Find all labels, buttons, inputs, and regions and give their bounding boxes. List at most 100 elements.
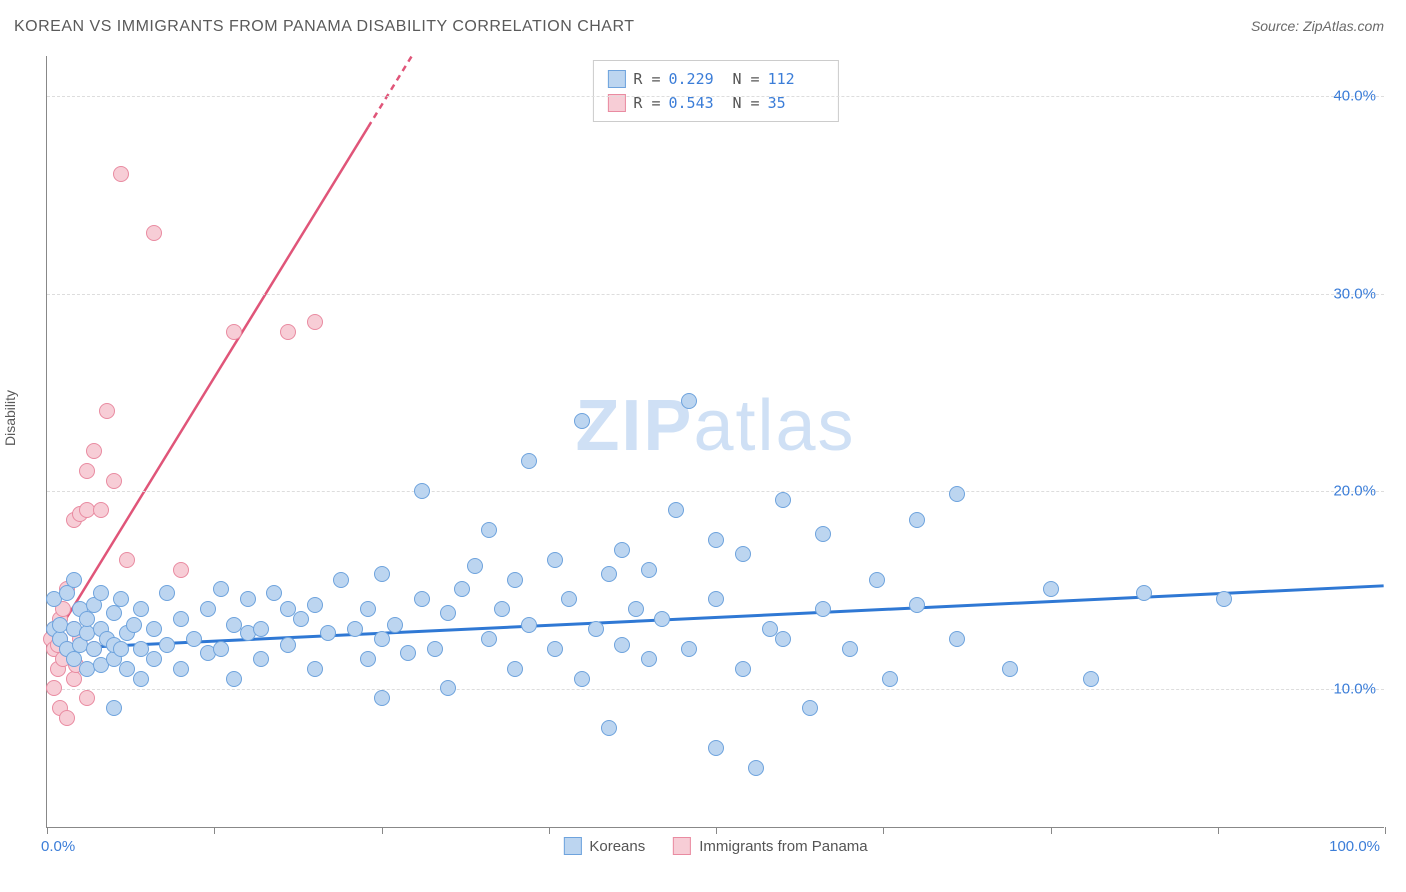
data-point-panama (113, 166, 129, 182)
data-point-koreans (815, 526, 831, 542)
data-point-koreans (1043, 581, 1059, 597)
data-point-koreans (802, 700, 818, 716)
watermark: ZIPatlas (575, 385, 855, 467)
data-point-koreans (681, 393, 697, 409)
data-point-panama (307, 314, 323, 330)
data-point-panama (59, 710, 75, 726)
data-point-koreans (126, 617, 142, 633)
data-point-koreans (400, 645, 416, 661)
legend-label-koreans: Koreans (589, 838, 645, 855)
data-point-koreans (481, 631, 497, 647)
data-point-panama (99, 403, 115, 419)
data-point-panama (79, 463, 95, 479)
data-point-koreans (173, 661, 189, 677)
data-point-koreans (708, 532, 724, 548)
data-point-koreans (574, 671, 590, 687)
data-point-koreans (106, 700, 122, 716)
data-point-koreans (59, 585, 75, 601)
x-axis-min-label: 0.0% (41, 838, 75, 855)
data-point-koreans (213, 641, 229, 657)
data-point-koreans (146, 651, 162, 667)
data-point-koreans (481, 522, 497, 538)
x-tick (883, 827, 884, 834)
x-tick (1385, 827, 1386, 834)
x-tick (214, 827, 215, 834)
data-point-koreans (882, 671, 898, 687)
data-point-koreans (708, 740, 724, 756)
data-point-koreans (106, 605, 122, 621)
data-point-koreans (1216, 591, 1232, 607)
data-point-panama (146, 225, 162, 241)
data-point-koreans (293, 611, 309, 627)
data-point-koreans (1083, 671, 1099, 687)
data-point-koreans (414, 591, 430, 607)
x-axis-max-label: 100.0% (1329, 838, 1380, 855)
data-point-koreans (387, 617, 403, 633)
y-tick-label: 10.0% (1333, 681, 1376, 698)
gridline (47, 294, 1384, 295)
y-tick-label: 20.0% (1333, 483, 1376, 500)
data-point-koreans (588, 621, 604, 637)
data-point-panama (46, 680, 62, 696)
data-point-koreans (1002, 661, 1018, 677)
legend-label-panama: Immigrants from Panama (699, 838, 867, 855)
data-point-koreans (628, 601, 644, 617)
correlation-row-koreans: R = 0.229 N = 112 (607, 67, 823, 91)
data-point-koreans (146, 621, 162, 637)
data-point-koreans (226, 671, 242, 687)
data-point-koreans (507, 572, 523, 588)
data-point-koreans (614, 637, 630, 653)
data-point-koreans (668, 502, 684, 518)
data-point-koreans (601, 720, 617, 736)
data-point-koreans (186, 631, 202, 647)
data-point-koreans (708, 591, 724, 607)
data-point-koreans (253, 621, 269, 637)
data-point-koreans (614, 542, 630, 558)
data-point-koreans (681, 641, 697, 657)
x-tick (47, 827, 48, 834)
data-point-koreans (507, 661, 523, 677)
data-point-koreans (909, 597, 925, 613)
data-point-koreans (909, 512, 925, 528)
x-tick (716, 827, 717, 834)
data-point-koreans (641, 562, 657, 578)
data-point-koreans (1136, 585, 1152, 601)
data-point-koreans (949, 631, 965, 647)
swatch-koreans (607, 70, 625, 88)
data-point-koreans (173, 611, 189, 627)
data-point-koreans (374, 566, 390, 582)
data-point-koreans (320, 625, 336, 641)
swatch-panama (607, 94, 625, 112)
data-point-panama (66, 671, 82, 687)
series-legend: Koreans Immigrants from Panama (563, 837, 867, 855)
scatter-plot: ZIPatlas R = 0.229 N = 112 R = 0.543 N =… (46, 56, 1384, 828)
data-point-koreans (280, 637, 296, 653)
data-point-koreans (93, 585, 109, 601)
data-point-koreans (159, 637, 175, 653)
data-point-koreans (869, 572, 885, 588)
gridline (47, 96, 1384, 97)
data-point-koreans (427, 641, 443, 657)
data-point-koreans (66, 572, 82, 588)
x-tick (1051, 827, 1052, 834)
data-point-koreans (240, 591, 256, 607)
n-value-koreans: 112 (768, 67, 824, 91)
data-point-koreans (574, 413, 590, 429)
data-point-panama (173, 562, 189, 578)
legend-item-koreans: Koreans (563, 837, 645, 855)
data-point-koreans (266, 585, 282, 601)
data-point-panama (280, 324, 296, 340)
data-point-koreans (347, 621, 363, 637)
source-attribution: Source: ZipAtlas.com (1251, 18, 1384, 34)
data-point-koreans (113, 641, 129, 657)
data-point-koreans (414, 483, 430, 499)
data-point-koreans (440, 680, 456, 696)
data-point-koreans (454, 581, 470, 597)
y-tick-label: 40.0% (1333, 87, 1376, 104)
data-point-panama (119, 552, 135, 568)
data-point-koreans (159, 585, 175, 601)
data-point-koreans (521, 453, 537, 469)
data-point-koreans (333, 572, 349, 588)
data-point-koreans (253, 651, 269, 667)
data-point-koreans (200, 601, 216, 617)
